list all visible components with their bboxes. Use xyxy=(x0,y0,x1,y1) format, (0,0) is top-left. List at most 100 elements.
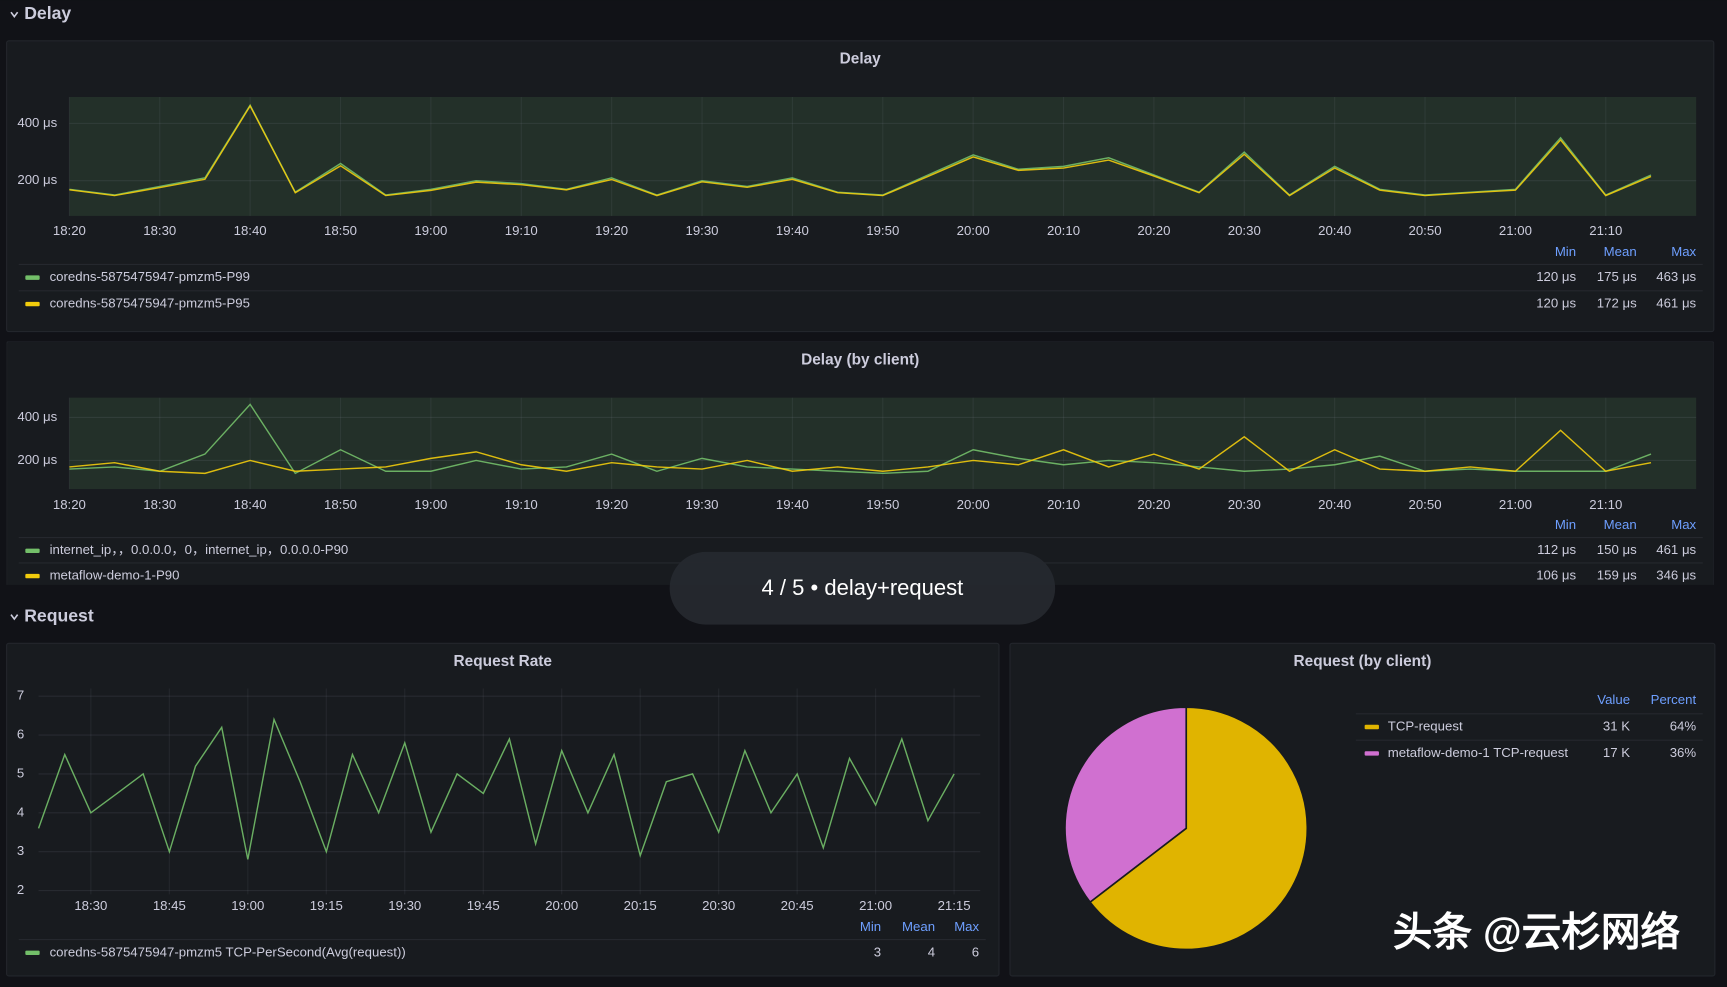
x-tick-label: 21:10 xyxy=(1589,223,1622,238)
legend-header: Min xyxy=(1555,517,1576,532)
legend-header: Percent xyxy=(1651,692,1697,707)
legend-value: 3 xyxy=(874,944,881,959)
legend-header: Mean xyxy=(1604,244,1637,259)
x-tick-label: 19:20 xyxy=(595,223,628,238)
panels: Delay 200 μs 400 μs 18:20 18:30 18:40 18:50 19:… xyxy=(7,41,1715,976)
x-tick-label: 19:45 xyxy=(467,898,500,913)
x-tick-label: 18:30 xyxy=(143,497,176,512)
x-tick-label: 18:40 xyxy=(234,223,267,238)
y-tick-label: 2 xyxy=(17,882,24,897)
x-tick-label: 19:00 xyxy=(414,497,447,512)
x-tick-label: 18:40 xyxy=(234,497,267,512)
x-tick-label: 19:30 xyxy=(685,497,718,512)
legend-value: 120 μs xyxy=(1536,269,1576,284)
y-tick-label: 4 xyxy=(17,804,24,819)
legend-swatch xyxy=(25,275,39,279)
panel-title: Delay xyxy=(840,51,882,68)
legend-value: 4 xyxy=(928,944,935,959)
x-tick-label: 20:10 xyxy=(1047,223,1080,238)
legend-header: Max xyxy=(954,919,979,934)
legend-value: 112 μs xyxy=(1537,542,1576,557)
legend-value: 175 μs xyxy=(1597,269,1637,284)
panel-title: Request Rate xyxy=(454,653,553,670)
legend-percent: 64% xyxy=(1670,718,1697,733)
section-title[interactable]: Delay xyxy=(24,3,71,23)
legend-value: 463 μs xyxy=(1656,269,1696,284)
section-title[interactable]: Request xyxy=(24,606,94,626)
legend-value: 346 μs xyxy=(1656,568,1696,583)
x-tick-label: 19:30 xyxy=(388,898,421,913)
panel-title: Delay (by client) xyxy=(801,351,919,368)
x-tick-label: 21:00 xyxy=(859,898,892,913)
y-tick-label: 5 xyxy=(17,765,24,780)
x-tick-label: 20:00 xyxy=(957,223,990,238)
x-tick-label: 20:30 xyxy=(1228,497,1261,512)
legend-header: Max xyxy=(1671,517,1696,532)
x-tick-label: 18:30 xyxy=(74,898,107,913)
x-tick-label: 20:15 xyxy=(624,898,657,913)
x-tick-label: 20:45 xyxy=(781,898,814,913)
x-tick-label: 19:40 xyxy=(776,497,809,512)
x-tick-label: 21:00 xyxy=(1499,497,1532,512)
y-tick-label: 3 xyxy=(17,843,24,858)
x-tick-label: 19:10 xyxy=(505,497,538,512)
x-tick-label: 19:00 xyxy=(414,223,447,238)
x-tick-label: 19:50 xyxy=(866,497,899,512)
legend-value: 172 μs xyxy=(1597,296,1637,311)
x-tick-label: 20:30 xyxy=(1228,223,1261,238)
x-tick-label: 19:30 xyxy=(685,223,718,238)
x-tick-label: 18:20 xyxy=(53,223,86,238)
panel: Delay200 μs400 μs18:2018:3018:4018:5019:… xyxy=(7,41,1714,332)
legend-value: 159 μs xyxy=(1597,568,1637,583)
y-tick-label: 400 μs xyxy=(17,115,57,130)
legend-value: 461 μs xyxy=(1656,542,1696,557)
x-tick-label: 21:10 xyxy=(1589,497,1622,512)
x-tick-label: 20:20 xyxy=(1137,497,1170,512)
legend-value: 150 μs xyxy=(1597,542,1637,557)
legend-name[interactable]: internet_ip，，0.0.0.0，0，internet_ip，0.0.0… xyxy=(50,542,349,557)
x-tick-label: 20:10 xyxy=(1047,497,1080,512)
legend-value: 17 K xyxy=(1603,745,1630,760)
legend-swatch xyxy=(25,549,39,553)
x-tick-label: 20:50 xyxy=(1409,223,1442,238)
legend-percent: 36% xyxy=(1670,745,1697,760)
legend-swatch xyxy=(25,302,39,306)
legend-swatch xyxy=(1365,725,1379,729)
legend-header: Mean xyxy=(902,919,935,934)
legend-swatch xyxy=(25,574,39,578)
legend-name[interactable]: coredns-5875475947-pmzm5 TCP-PerSecond(A… xyxy=(50,944,406,959)
legend-value: 6 xyxy=(972,944,979,959)
y-tick-label: 6 xyxy=(17,727,24,742)
panel: Request Rate23456718:3018:4519:0019:1519… xyxy=(7,643,999,976)
legend-swatch xyxy=(25,951,39,955)
y-tick-label: 400 μs xyxy=(17,409,57,424)
x-tick-label: 20:30 xyxy=(702,898,735,913)
x-tick-label: 19:40 xyxy=(776,223,809,238)
legend-name[interactable]: coredns-5875475947-pmzm5-P99 xyxy=(50,269,250,284)
x-tick-label: 18:30 xyxy=(143,223,176,238)
x-tick-label: 21:00 xyxy=(1499,223,1532,238)
legend-header: Value xyxy=(1597,692,1630,707)
x-tick-label: 19:20 xyxy=(595,497,628,512)
y-tick-label: 200 μs xyxy=(17,452,57,467)
x-tick-label: 20:40 xyxy=(1318,497,1351,512)
legend-header: Min xyxy=(1555,244,1576,259)
watermark: 头条 @云杉网络 xyxy=(1393,910,1681,955)
x-tick-label: 20:50 xyxy=(1409,497,1442,512)
x-tick-label: 19:15 xyxy=(310,898,343,913)
legend-swatch xyxy=(1365,751,1379,755)
legend-value: 120 μs xyxy=(1536,296,1576,311)
x-tick-label: 18:20 xyxy=(53,497,86,512)
x-tick-label: 18:50 xyxy=(324,497,357,512)
legend-name[interactable]: coredns-5875475947-pmzm5-P95 xyxy=(50,296,250,311)
x-tick-label: 20:20 xyxy=(1137,223,1170,238)
legend-value: 461 μs xyxy=(1656,296,1696,311)
legend-value: 106 μs xyxy=(1536,568,1576,583)
legend-name[interactable]: metaflow-demo-1 TCP-request xyxy=(1388,745,1569,760)
legend-value: 31 K xyxy=(1603,718,1630,733)
x-tick-label: 21:15 xyxy=(938,898,971,913)
legend-name[interactable]: TCP-request xyxy=(1388,718,1463,733)
x-tick-label: 19:00 xyxy=(231,898,264,913)
legend-name[interactable]: metaflow-demo-1-P90 xyxy=(50,568,180,583)
